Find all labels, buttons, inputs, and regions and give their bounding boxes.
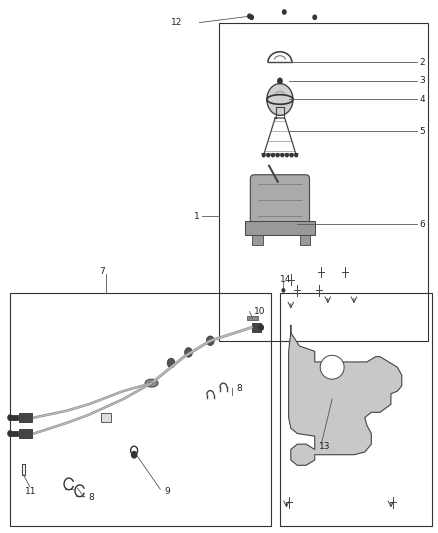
Circle shape <box>250 15 253 19</box>
Text: 4: 4 <box>419 95 425 104</box>
Circle shape <box>259 325 263 330</box>
Text: 2: 2 <box>419 58 425 67</box>
Text: 8: 8 <box>88 492 94 502</box>
Ellipse shape <box>320 356 344 379</box>
Text: 10: 10 <box>254 307 265 316</box>
Circle shape <box>276 154 279 157</box>
Circle shape <box>167 358 175 368</box>
Bar <box>245 221 315 235</box>
Bar <box>19 413 32 422</box>
Circle shape <box>267 84 293 115</box>
Bar <box>252 323 261 332</box>
Circle shape <box>313 15 317 19</box>
Circle shape <box>295 154 297 157</box>
Text: 11: 11 <box>25 487 37 496</box>
Bar <box>280 293 432 526</box>
Circle shape <box>267 154 269 157</box>
Text: 7: 7 <box>99 268 105 276</box>
Circle shape <box>272 154 274 157</box>
Circle shape <box>278 78 282 84</box>
Bar <box>102 413 111 422</box>
Bar <box>10 293 271 526</box>
Text: 9: 9 <box>165 487 170 496</box>
Text: 14: 14 <box>280 275 291 284</box>
Circle shape <box>281 154 283 157</box>
Circle shape <box>282 289 285 292</box>
Circle shape <box>286 154 288 157</box>
Bar <box>10 415 18 420</box>
Text: 5: 5 <box>419 127 425 136</box>
Circle shape <box>248 14 251 18</box>
FancyBboxPatch shape <box>251 175 310 225</box>
Text: 13: 13 <box>319 442 331 451</box>
Circle shape <box>8 431 12 436</box>
Text: 8: 8 <box>237 384 242 393</box>
Bar <box>300 235 311 245</box>
Circle shape <box>206 336 214 345</box>
Circle shape <box>290 154 293 157</box>
Circle shape <box>185 348 192 357</box>
Circle shape <box>262 154 265 157</box>
Bar <box>10 431 18 436</box>
Ellipse shape <box>145 379 158 387</box>
Bar <box>252 235 262 245</box>
Text: 12: 12 <box>171 18 183 27</box>
Bar <box>19 429 32 438</box>
Text: 1: 1 <box>194 212 199 221</box>
Bar <box>247 316 258 319</box>
Polygon shape <box>289 325 402 465</box>
Text: 6: 6 <box>419 220 425 229</box>
Circle shape <box>8 415 12 420</box>
Circle shape <box>131 451 137 458</box>
Circle shape <box>283 10 286 14</box>
Text: 3: 3 <box>419 76 425 85</box>
Bar <box>219 22 428 341</box>
Bar <box>22 464 25 475</box>
